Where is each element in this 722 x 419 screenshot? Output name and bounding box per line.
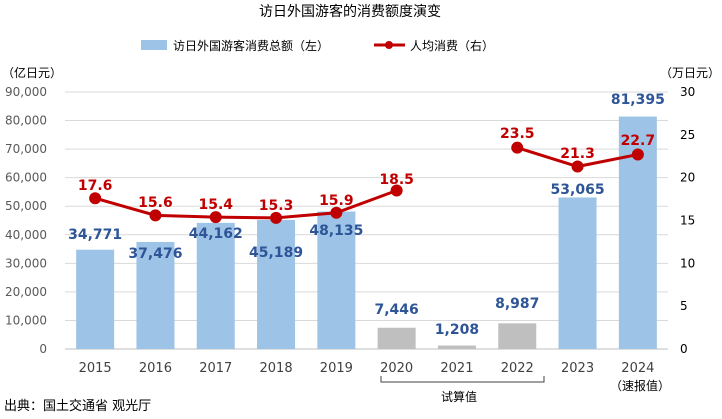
line-value-label: 15.6 [138,195,173,211]
legend-swatch-marker [385,41,393,49]
bar-2019 [317,211,356,349]
bar-2022 [498,323,537,349]
bar-value-label: 37,476 [128,246,182,262]
x-axis-tick: 2018 [260,361,293,376]
line-value-label: 21.3 [560,146,595,162]
line-value-label: 17.6 [78,178,113,194]
legend-swatch-bar [141,40,167,50]
estimate-bracket [380,376,545,383]
line-value-label: 15.4 [198,197,233,213]
bar-2021 [437,345,476,349]
x-axis-tick: 2024 [621,361,654,376]
left-axis-unit: （亿日元） [2,65,62,80]
line-value-label: 15.3 [259,198,294,214]
bar-value-label: 8,987 [495,296,539,312]
left-axis-tick: 20,000 [5,285,47,299]
bar-2020 [377,327,416,349]
left-axis-tick: 0 [39,342,47,356]
right-axis-tick: 5 [680,299,688,313]
left-axis-tick: 50,000 [5,199,47,213]
legend-label-bar: 访日外国游客消费总额（左） [173,38,329,53]
chart-title: 访日外国游客的消费额度演变 [259,3,441,20]
line-value-label: 18.5 [379,172,414,188]
left-axis-tick: 80,000 [5,114,47,128]
right-axis-tick: 20 [680,171,695,185]
x-axis-tick: 2021 [440,361,473,376]
bar-value-label: 53,065 [551,182,605,198]
bar-value-label: 81,395 [611,92,665,108]
legend-label-line: 人均消费（右） [410,38,494,53]
x-axis-tick: 2015 [79,361,112,376]
line-point-2022 [511,141,524,154]
line-point-2019 [330,206,343,219]
legend: 访日外国游客消费总额（左） 人均消费（右） [141,38,494,53]
left-axis-tick: 60,000 [5,171,47,185]
left-axis-tick: 70,000 [5,142,47,156]
line-point-2017 [209,211,222,224]
line-value-label: 23.5 [500,126,535,142]
line-series [94,189,398,220]
line-point-2018 [270,211,283,224]
line-point-2015 [89,192,102,205]
left-axis-tick: 40,000 [5,228,47,242]
right-axis-tick: 0 [680,342,688,356]
x-axis-tick: 2023 [561,361,594,376]
line-point-2023 [571,160,584,173]
bar-2015 [76,249,115,349]
right-axis-tick: 25 [680,128,695,142]
right-axis-tick: 10 [680,256,695,270]
right-axis-tick: 15 [680,214,695,228]
x-axis-tick: 2017 [199,361,232,376]
left-axis-tick: 90,000 [5,85,47,99]
bar-value-label: 1,208 [435,322,479,338]
x-axis-tick: 2020 [380,361,413,376]
line-value-label: 15.9 [319,193,354,209]
bar-value-label: 7,446 [375,302,419,318]
line-point-2024 [631,148,644,161]
bar-2023 [558,197,597,349]
source-note: 出典：国土交通省 观光厅 [4,398,151,414]
left-axis-tick: 30,000 [5,256,47,270]
x-axis-tick: 2016 [139,361,172,376]
left-axis-tick: 10,000 [5,313,47,327]
bar-2016 [136,241,175,349]
right-axis-unit: （万日元） [660,66,720,80]
line-value-label: 22.7 [621,133,656,149]
estimate-bracket-label: 试算值 [441,389,477,404]
x-axis-tick: 2019 [320,361,353,376]
right-axis-tick: 30 [680,85,695,99]
bar-2017 [196,222,235,349]
x-axis-tick: 2022 [501,361,534,376]
line-point-2016 [149,209,162,222]
bar-value-label: 44,162 [189,226,243,242]
bar-value-label: 45,189 [249,245,303,261]
line-point-2020 [390,184,403,197]
x-sublabel-2024: （速报值） [610,378,670,393]
bar-2018 [257,219,296,349]
bar-value-label: 48,135 [309,223,363,239]
bar-value-label: 34,771 [68,227,122,243]
